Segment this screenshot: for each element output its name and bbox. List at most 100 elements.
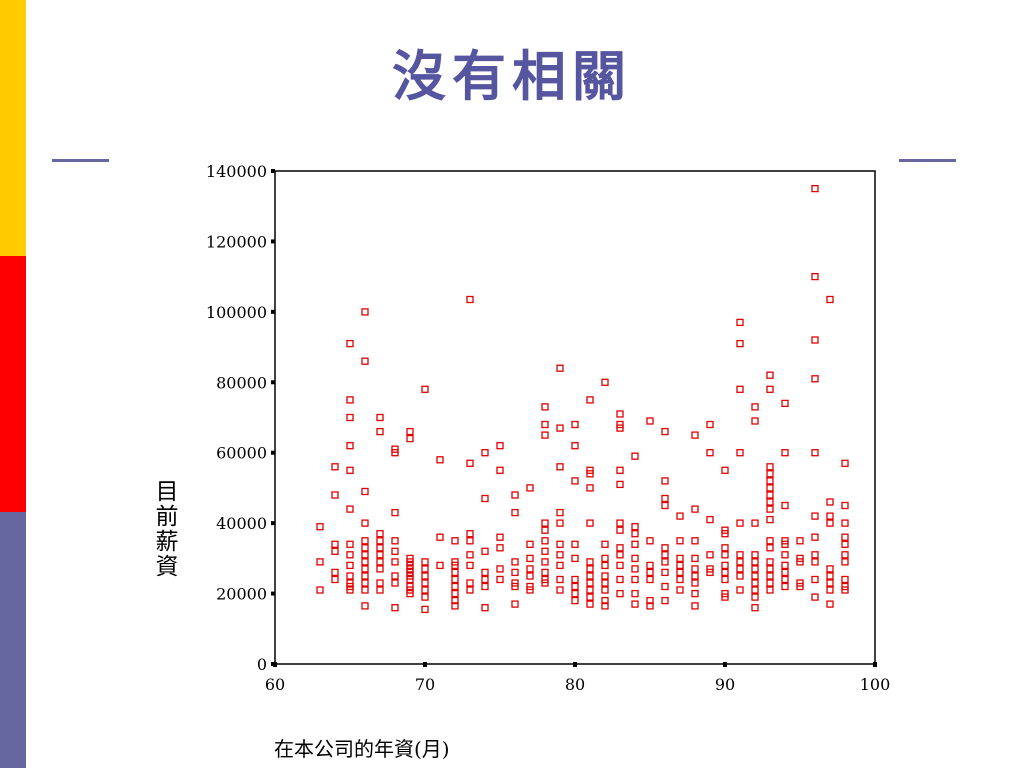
data-point (496, 533, 504, 541)
data-point (631, 589, 639, 598)
data-point (556, 586, 564, 594)
data-point (691, 565, 699, 573)
data-point (631, 452, 639, 460)
x-tick-label: 60 (265, 675, 285, 694)
data-point (721, 544, 729, 552)
data-point (721, 551, 729, 559)
data-point (766, 515, 774, 524)
y-tick-label: 60000 (216, 444, 267, 463)
y-tick-mark (271, 309, 275, 314)
data-point (616, 480, 624, 489)
data-point (826, 579, 834, 587)
data-point (766, 477, 774, 485)
data-point (586, 396, 594, 404)
data-point (706, 568, 714, 577)
data-point (601, 586, 609, 594)
data-point (721, 561, 729, 570)
data-point (721, 568, 729, 577)
sidebar-yellow-block (0, 0, 26, 256)
x-tick-mark (873, 662, 877, 667)
data-point (361, 308, 369, 316)
data-point (691, 579, 699, 587)
data-point (421, 572, 429, 580)
data-point (676, 586, 684, 594)
data-point (391, 558, 399, 566)
data-point (451, 602, 459, 610)
data-point (421, 605, 429, 614)
data-point (466, 561, 474, 570)
data-point (811, 184, 819, 193)
data-point (391, 572, 399, 580)
y-tick-mark (271, 591, 275, 596)
data-point (766, 565, 774, 573)
data-point (781, 561, 789, 570)
data-point (361, 558, 369, 566)
data-point (346, 551, 354, 559)
x-tick-mark (273, 662, 277, 667)
data-point (601, 378, 609, 386)
data-point (811, 512, 819, 520)
data-point (571, 582, 579, 591)
data-point (826, 512, 834, 520)
data-point (781, 551, 789, 559)
data-point (736, 519, 744, 527)
data-point (646, 568, 654, 577)
data-point (586, 470, 594, 478)
data-point (766, 572, 774, 580)
data-point (676, 575, 684, 584)
x-tick-mark (573, 662, 577, 667)
data-point (661, 551, 669, 559)
data-point (691, 554, 699, 563)
data-point (811, 593, 819, 601)
data-point (511, 582, 519, 591)
data-point (676, 554, 684, 563)
y-tick-mark (271, 450, 275, 455)
data-point (631, 600, 639, 608)
data-point (826, 565, 834, 573)
data-point (406, 434, 414, 443)
data-point (796, 582, 804, 591)
sidebar-red-block (0, 256, 26, 512)
data-point (556, 551, 564, 559)
data-point (436, 533, 444, 541)
data-point (436, 561, 444, 570)
x-tick-mark (723, 662, 727, 667)
data-point (646, 596, 654, 605)
data-point (511, 491, 519, 499)
data-point (766, 505, 774, 513)
data-point (376, 544, 384, 552)
data-point (451, 537, 459, 545)
data-point (706, 551, 714, 559)
data-point (571, 442, 579, 450)
data-point (586, 484, 594, 492)
data-point (736, 339, 744, 348)
data-point (556, 508, 564, 517)
data-point (421, 558, 429, 566)
data-point (376, 551, 384, 559)
x-tick-mark (423, 662, 427, 667)
data-point (421, 586, 429, 594)
data-point (421, 565, 429, 573)
data-point (571, 540, 579, 548)
data-point (541, 526, 549, 534)
data-point (736, 551, 744, 559)
data-point (841, 551, 849, 559)
data-point (391, 604, 399, 612)
data-point (646, 537, 654, 545)
data-point (751, 403, 759, 411)
data-point (766, 470, 774, 478)
data-point (316, 586, 324, 594)
data-point (616, 589, 624, 598)
data-point (361, 602, 369, 610)
data-point (361, 487, 369, 496)
y-tick-mark (271, 521, 275, 526)
data-point (526, 484, 534, 492)
data-point (361, 586, 369, 594)
data-point (361, 519, 369, 527)
y-tick-label: 140000 (206, 162, 267, 181)
data-point (541, 537, 549, 545)
data-point (511, 600, 519, 608)
data-point (706, 420, 714, 429)
data-point (586, 519, 594, 527)
data-point (616, 466, 624, 474)
